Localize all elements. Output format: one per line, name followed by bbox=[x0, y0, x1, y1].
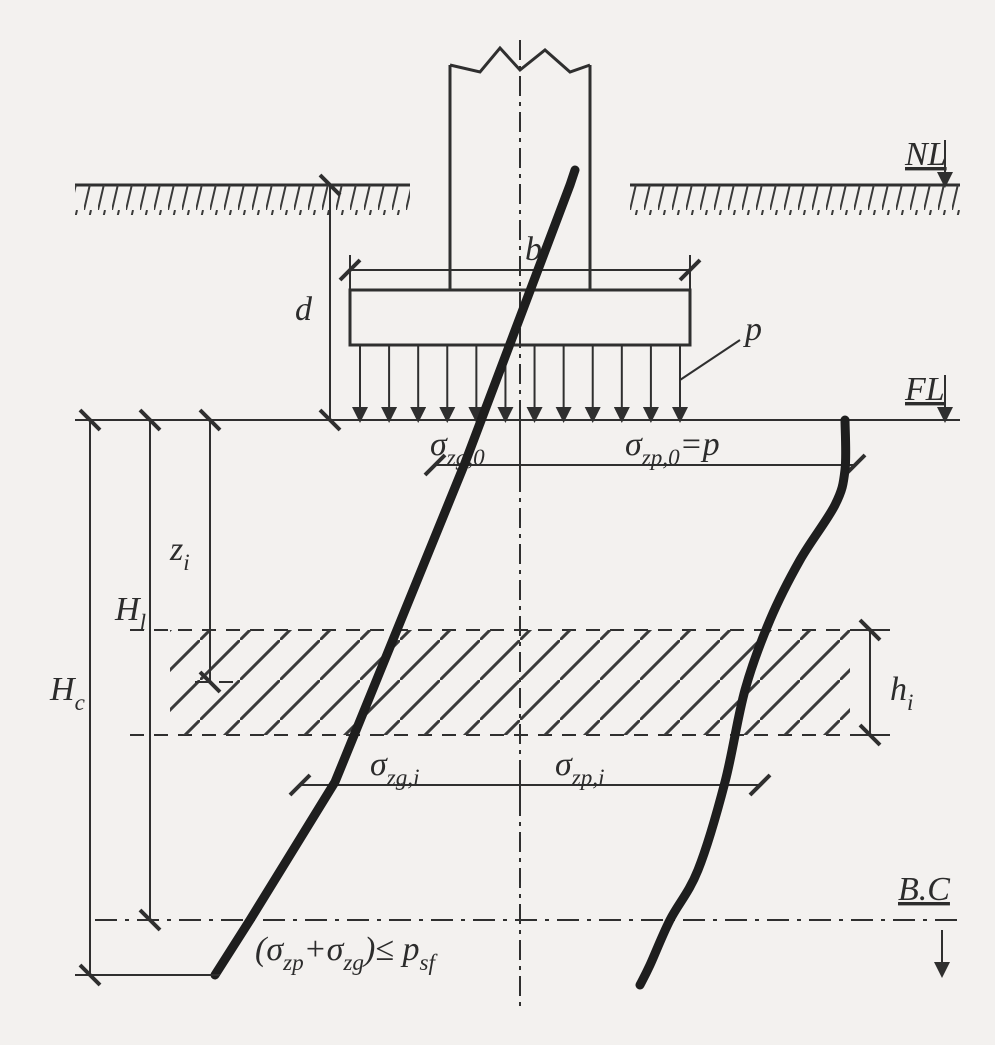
foundation-stress-diagram: NL b p FL σzg,0 σzp,0=p bbox=[0, 0, 995, 1045]
label-p: p bbox=[743, 311, 762, 348]
layer-i bbox=[130, 630, 880, 735]
soil-hatch-left bbox=[75, 185, 410, 215]
label-FL: FL bbox=[904, 371, 945, 408]
label-BC: B.C bbox=[898, 871, 950, 908]
label-d: d bbox=[295, 291, 313, 328]
soil-hatch-right bbox=[630, 185, 960, 215]
label-NL: NL bbox=[904, 136, 947, 173]
